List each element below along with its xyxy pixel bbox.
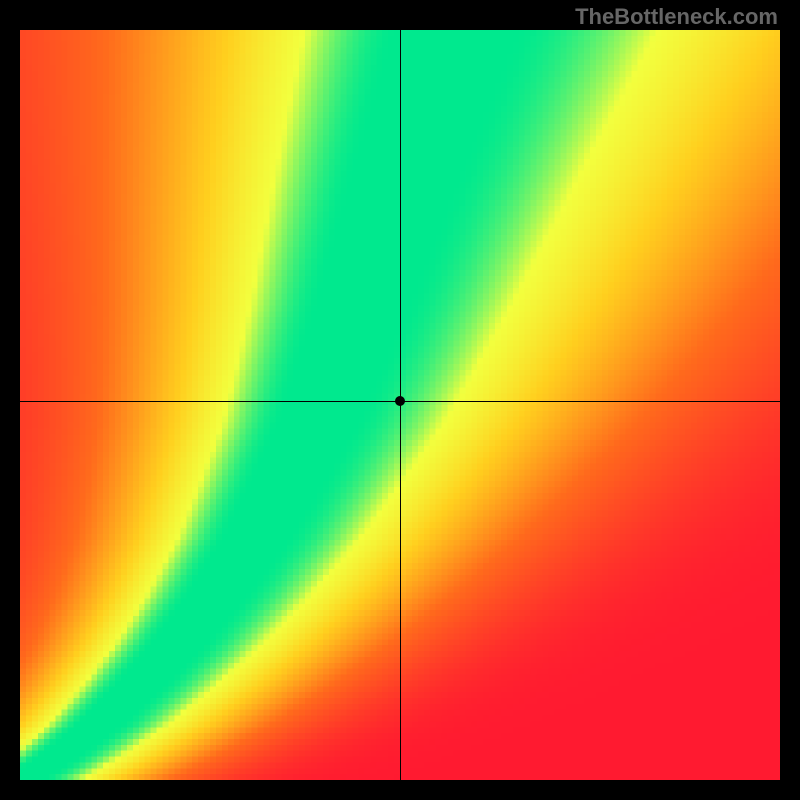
watermark-text: TheBottleneck.com — [575, 4, 778, 30]
chart-container: { "watermark": { "text": "TheBottleneck.… — [0, 0, 800, 800]
